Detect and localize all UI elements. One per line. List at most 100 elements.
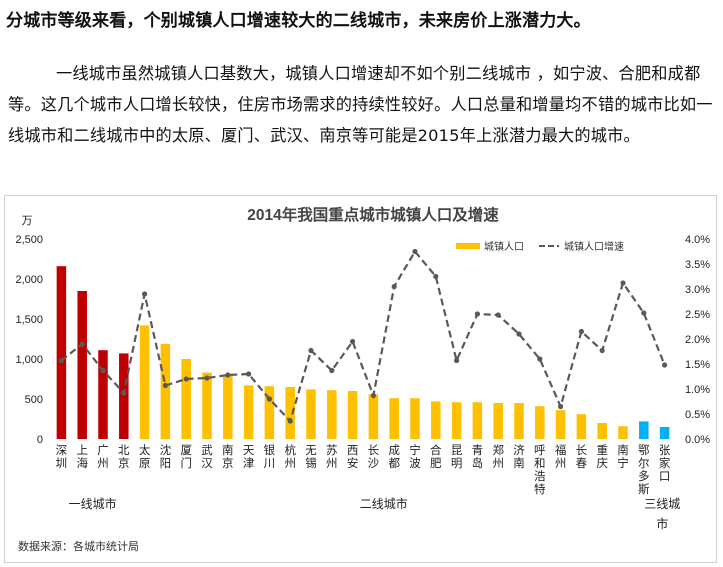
line-series	[58, 248, 668, 424]
legend-line-label: 城镇人口增速	[564, 240, 624, 253]
growth-point	[266, 396, 272, 402]
growth-point	[287, 418, 293, 424]
growth-point	[412, 248, 418, 255]
bar	[410, 398, 420, 439]
category-label: 成都	[388, 443, 400, 470]
bar	[285, 387, 295, 439]
category-label: 深圳	[56, 443, 68, 470]
body-paragraph: 一线城市虽然城镇人口基数大，城镇人口增速却不如个别二线城市 ，如宁波、合肥和成都…	[8, 64, 713, 145]
y2-tick-label: 3.5%	[685, 259, 710, 271]
y-tick-label: 1,000	[15, 354, 43, 366]
growth-point	[433, 273, 439, 280]
category-label: 张家口	[659, 443, 671, 483]
bar	[327, 390, 337, 439]
y-tick-label: 1,500	[15, 314, 43, 326]
y2-tick-label: 3.0%	[685, 284, 710, 296]
y-tick-label: 500	[25, 394, 43, 406]
y-tick-label: 0	[37, 434, 43, 446]
growth-point	[225, 372, 231, 378]
y2-tick-label: 0.5%	[685, 409, 710, 421]
category-label: 南京	[222, 443, 234, 470]
category-label: 厦门	[180, 443, 192, 470]
growth-point	[246, 371, 252, 377]
bar	[576, 414, 587, 439]
growth-point	[121, 390, 127, 396]
bar	[451, 402, 462, 439]
y2-tick-label: 4.0%	[685, 234, 710, 246]
y-axis-ticks: 0 500 1,000 1,500 2,000 2,500	[15, 234, 43, 446]
category-label: 太原	[139, 443, 151, 470]
category-label: 长春	[576, 443, 588, 470]
group-label: 一线城市	[69, 496, 117, 511]
growth-point	[474, 311, 480, 317]
source-note: 数据来源：各城市统计局	[18, 539, 139, 553]
category-label: 南宁	[617, 443, 629, 470]
bar	[77, 291, 87, 439]
growth-point	[204, 375, 210, 381]
growth-point	[578, 328, 585, 335]
growth-point	[641, 310, 647, 316]
bar	[535, 406, 545, 439]
y-tick-label: 2,500	[15, 234, 43, 246]
growth-point	[100, 367, 106, 374]
category-label: 银川	[264, 443, 276, 470]
growth-point	[79, 341, 85, 347]
bar	[243, 385, 254, 439]
growth-point	[58, 357, 64, 364]
growth-point	[662, 362, 668, 368]
y2-tick-label: 0.0%	[685, 434, 710, 446]
bar	[347, 391, 358, 439]
y2-axis-ticks: 0.0% 0.5% 1.0% 1.5% 2.0% 2.5% 3.0% 3.5% 4.0%	[685, 234, 710, 446]
bar	[306, 389, 316, 439]
growth-point	[162, 382, 168, 389]
growth-point	[183, 376, 189, 382]
growth-point	[599, 347, 605, 354]
category-label: 合肥	[430, 443, 442, 470]
growth-point	[370, 392, 376, 399]
growth-point	[142, 291, 148, 297]
growth-line	[60, 249, 666, 424]
category-label: 广州	[97, 443, 109, 470]
y-tick-label: 2,000	[15, 274, 43, 286]
growth-point	[620, 280, 626, 286]
bar	[368, 394, 379, 439]
category-label: 重庆	[596, 443, 608, 470]
category-label: 郑州	[492, 443, 504, 470]
category-label: 昆明	[451, 443, 463, 470]
category-label: 沈阳	[160, 443, 172, 470]
bar	[431, 401, 441, 439]
group-label: 三线城市	[644, 497, 680, 531]
category-label: 青岛	[472, 443, 484, 470]
bar	[56, 266, 67, 439]
growth-point	[454, 357, 460, 364]
category-label: 杭州	[284, 443, 296, 470]
growth-point	[391, 283, 397, 290]
y2-tick-label: 2.5%	[685, 309, 710, 321]
category-label: 福州	[555, 443, 567, 470]
bar-series	[56, 266, 670, 439]
category-labels: 深圳上海广州北京太原沈阳厦门武汉南京天津银川杭州无锡苏州西安长沙成都宁波合肥昆明…	[56, 443, 671, 496]
category-label: 无锡	[305, 443, 317, 470]
growth-point	[516, 331, 522, 337]
bar	[264, 386, 275, 439]
y2-tick-label: 1.0%	[685, 384, 710, 396]
category-label: 上海	[76, 443, 88, 470]
chart-container: 2014年我国重点城市城镇人口及增速 万 0 500 1,000 1,500 2,000…	[4, 195, 717, 563]
category-label: 长沙	[368, 443, 380, 470]
bar	[639, 421, 649, 439]
growth-point	[350, 338, 356, 345]
category-label: 西安	[347, 443, 359, 470]
bar	[493, 403, 503, 439]
growth-point	[537, 356, 543, 362]
category-label: 济南	[513, 443, 525, 470]
legend-bar-swatch	[456, 243, 480, 249]
bar	[98, 350, 108, 439]
category-label: 北京	[118, 443, 130, 470]
bar	[618, 426, 628, 439]
chart-title: 2014年我国重点城市城镇人口及增速	[247, 205, 499, 224]
growth-point	[308, 347, 314, 354]
y2-tick-label: 1.5%	[685, 359, 710, 371]
bar	[181, 359, 191, 439]
bar	[472, 402, 483, 439]
